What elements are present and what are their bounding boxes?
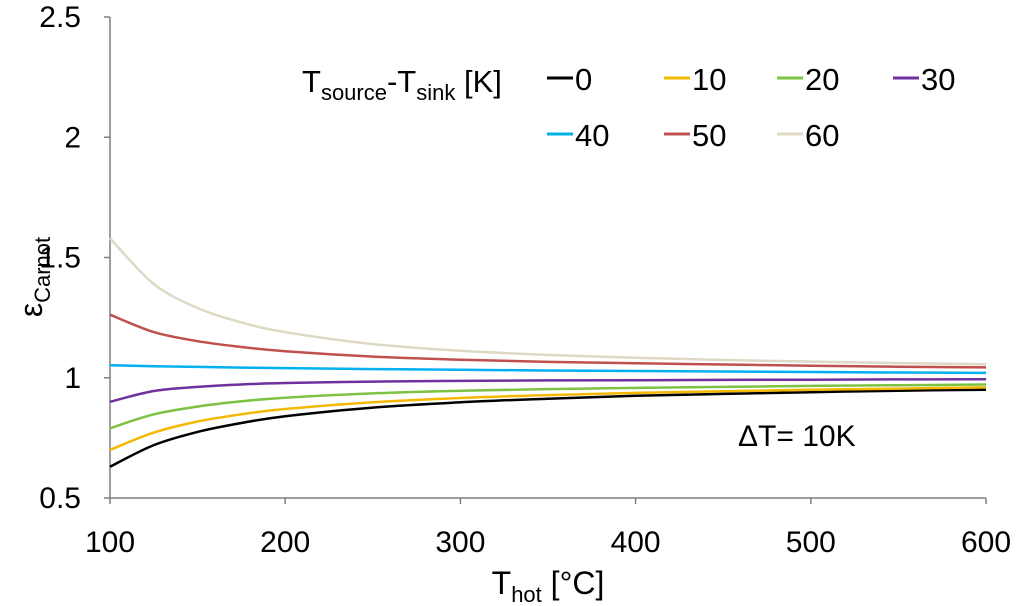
legend-label-50: 50: [692, 118, 726, 153]
legend-label-40: 40: [575, 118, 609, 153]
y-tick-label: 0.5: [39, 482, 81, 515]
legend-label-0: 0: [575, 62, 592, 97]
series-line-10: [109, 386, 987, 452]
y-tick-label: 2.5: [39, 1, 81, 34]
series-line-60: [109, 237, 987, 366]
legend: Tsource-Tsink [K] 0 10 20 30 40 50 60: [302, 62, 955, 153]
series-line-20: [109, 383, 987, 430]
y-tick-label: 1.5: [39, 242, 81, 275]
series-line-40: [109, 363, 987, 375]
x-tick-label: 100: [85, 526, 135, 559]
series-line-50: [109, 313, 987, 369]
y-tick-label: 2: [64, 121, 81, 154]
series-line-0: [109, 388, 987, 468]
delta-t-annotation: ΔT= 10K: [738, 420, 856, 453]
legend-title: Tsource-Tsink [K]: [302, 64, 502, 105]
legend-label-10: 10: [692, 62, 726, 97]
x-axis-title: Thot [°C]: [492, 565, 605, 606]
legend-label-20: 20: [805, 62, 839, 97]
x-tick-label: 300: [435, 526, 485, 559]
y-tick-label: 1: [64, 362, 81, 395]
legend-label-60: 60: [805, 118, 839, 153]
legend-label-30: 30: [921, 62, 955, 97]
series-line-30: [109, 377, 987, 404]
x-tick-label: 500: [786, 526, 836, 559]
y-axis-title: εCarnot: [13, 237, 55, 317]
x-tick-label: 600: [961, 526, 1011, 559]
x-tick-label: 200: [260, 526, 310, 559]
series-layer: [109, 237, 987, 468]
x-tick-label: 400: [611, 526, 661, 559]
